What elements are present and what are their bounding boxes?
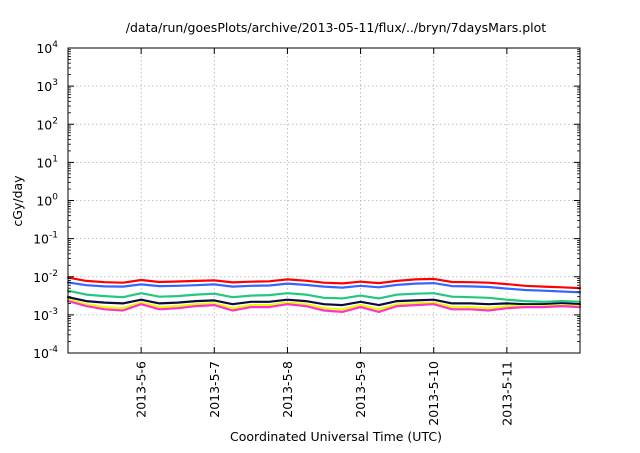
x-tick-label: 2013-5-11 [499,361,514,426]
y-tick-label: 100 [36,193,58,209]
y-tick-label: 103 [36,78,58,94]
x-tick-label: 2013-5-7 [207,361,222,418]
y-tick-label: 101 [36,154,58,170]
y-axis-label: cGy/day [10,175,25,227]
series-line [66,289,582,303]
x-tick-label: 2013-5-6 [134,361,149,418]
x-tick-label: 2013-5-10 [426,361,441,426]
y-tick-label: 10-2 [33,269,58,285]
series-layer [66,276,582,313]
x-tick-label: 2013-5-8 [280,361,295,418]
series-line [66,298,582,311]
grid [68,48,580,353]
ticks: 10-4 10-3 10-2 10-1 100 101 102 103 104 2013-5-6 2… [33,40,580,426]
y-tick-label: 10-4 [33,345,58,361]
y-tick-label: 10-1 [33,231,58,247]
chart-title: /data/run/goesPlots/archive/2013-05-11/f… [126,20,547,35]
series-line [66,276,582,290]
x-axis-label: Coordinated Universal Time (UTC) [230,429,442,444]
series-line [66,281,582,294]
series-line [66,300,582,313]
y-tick-label: 104 [36,40,58,56]
series-line [66,296,582,307]
x-tick-label: 2013-5-9 [353,361,368,418]
y-tick-label: 102 [36,116,58,132]
y-tick-label: 10-3 [33,307,58,323]
